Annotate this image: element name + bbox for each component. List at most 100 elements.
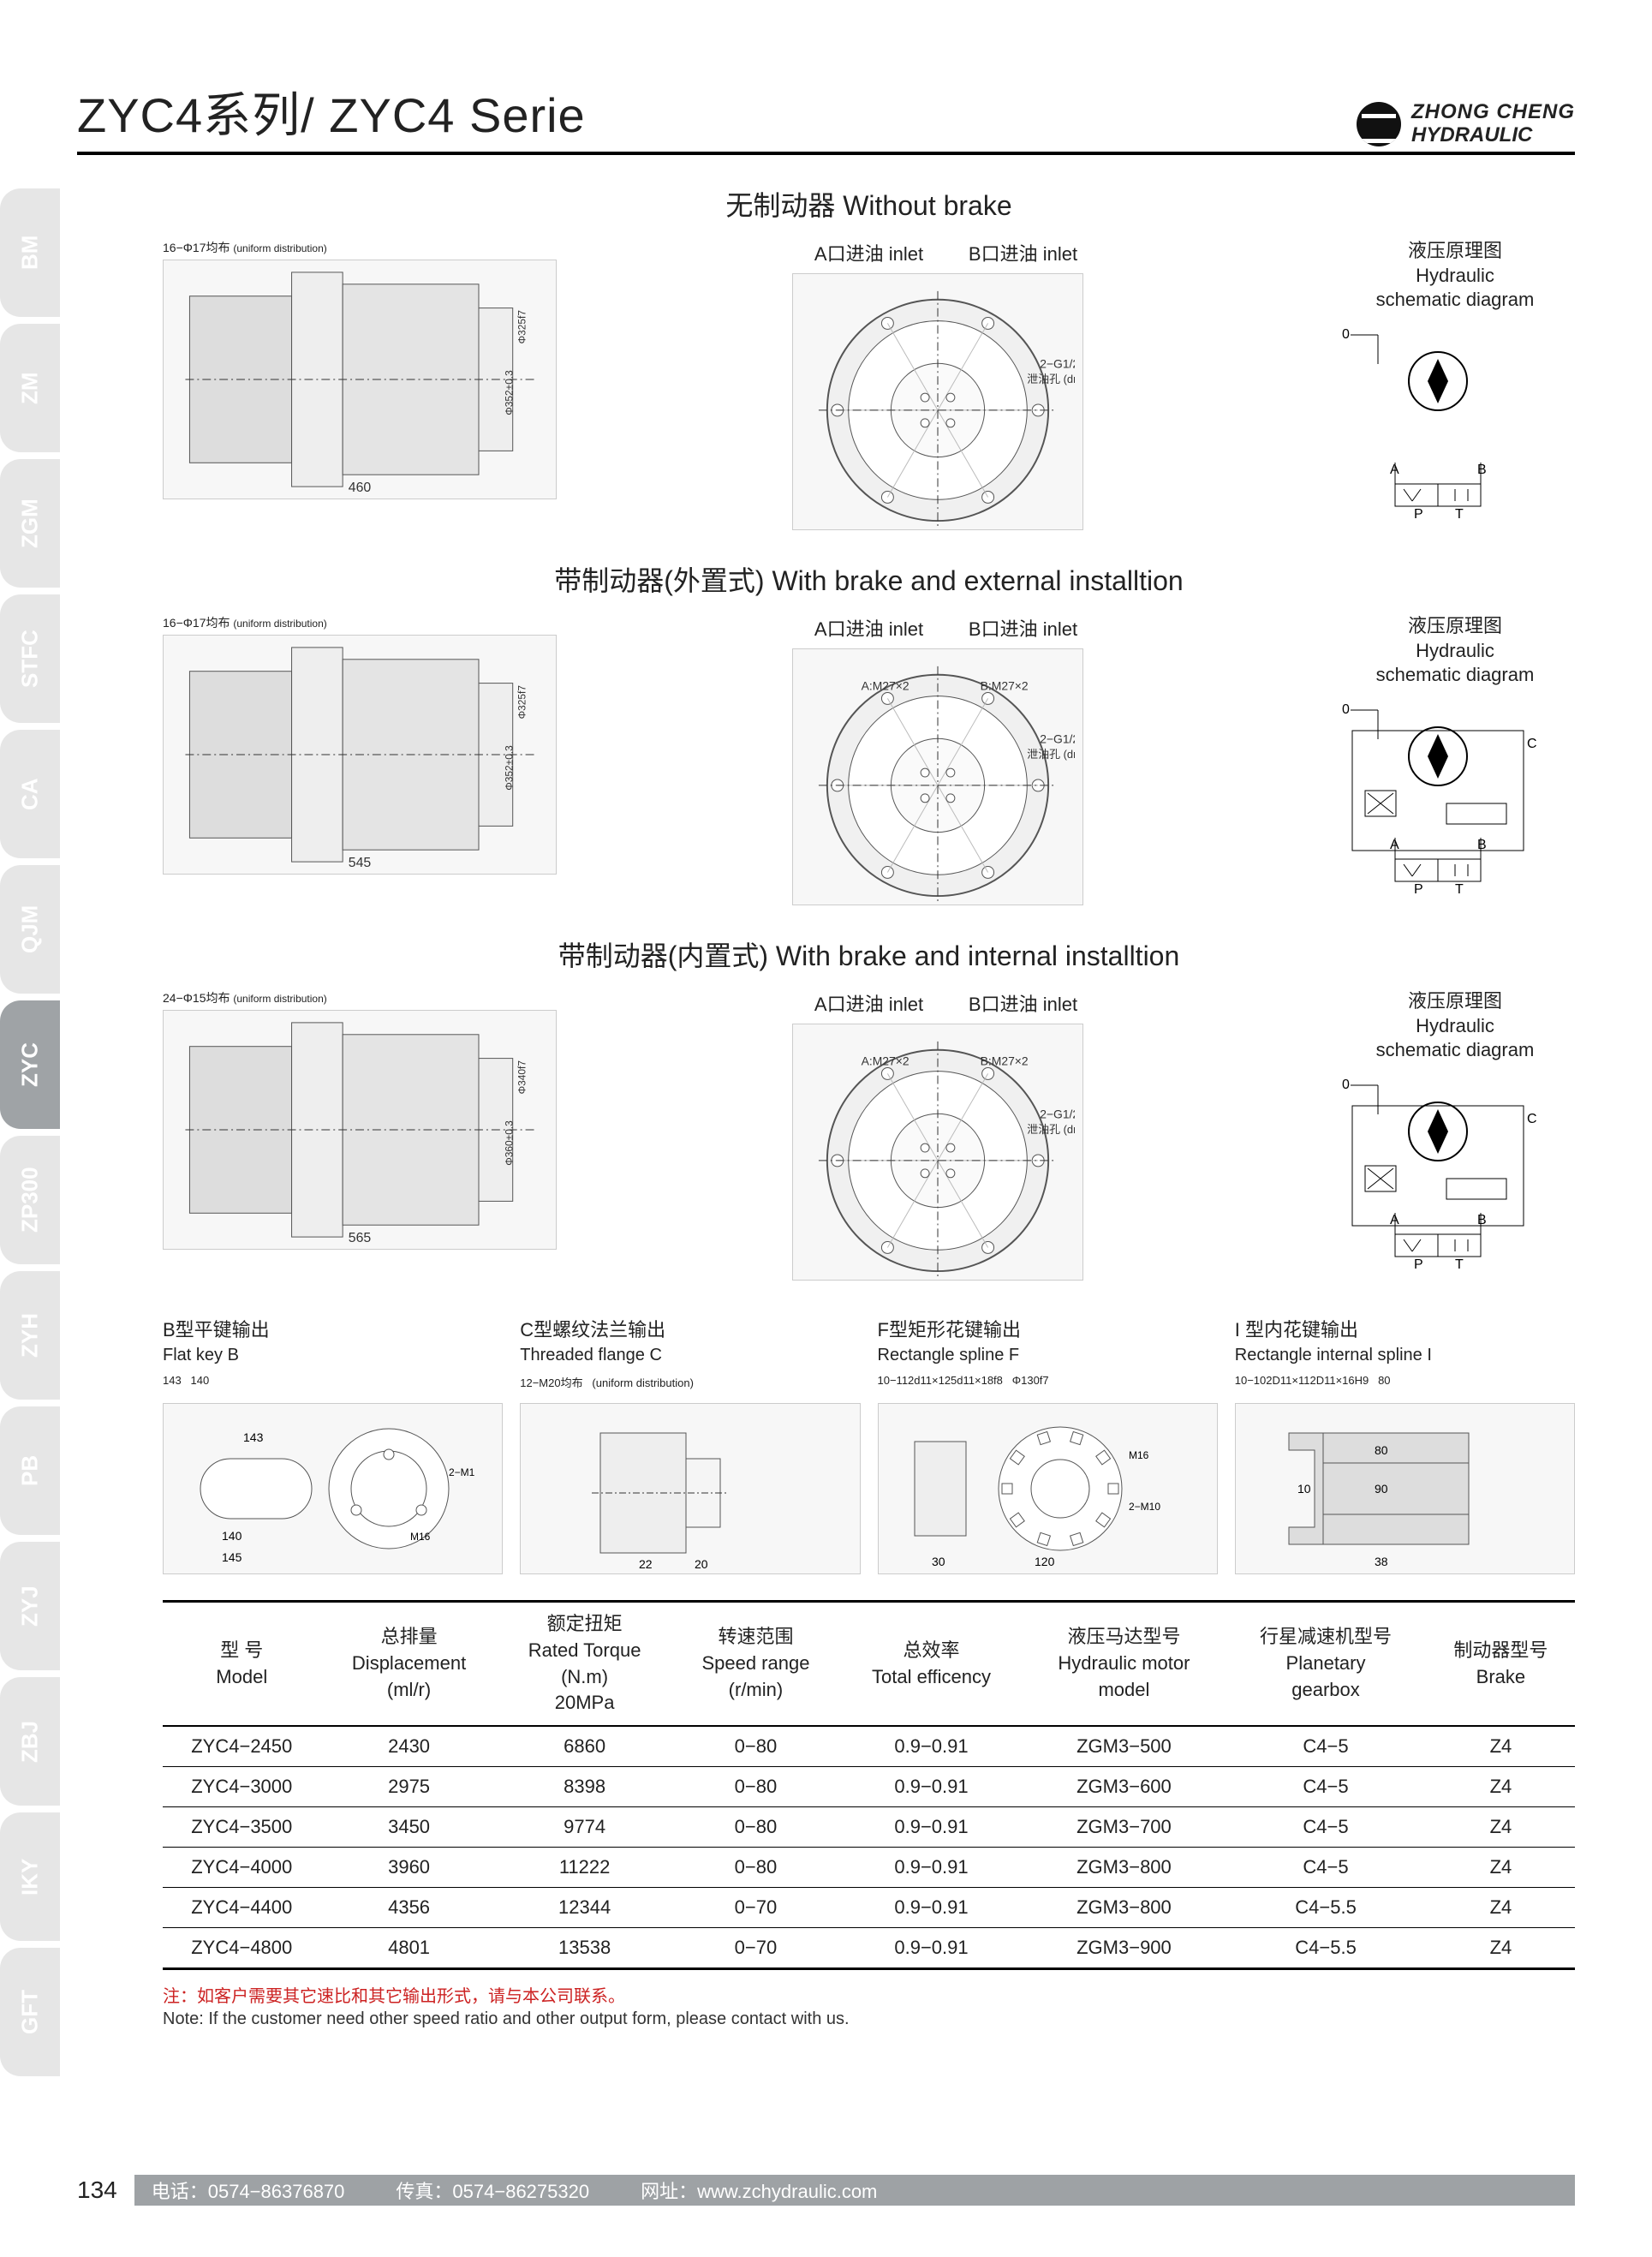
cell-0-2: 6860 [498, 1726, 672, 1767]
page-header: ZYC4系列/ ZYC4 Serie ZHONG CHENG HYDRAULIC [77, 77, 1575, 155]
svg-text:0: 0 [1342, 702, 1350, 717]
brand: ZHONG CHENG HYDRAULIC [1357, 101, 1575, 146]
cell-2-7: Z4 [1427, 1807, 1575, 1848]
cell-5-2: 13538 [498, 1928, 672, 1969]
output-cn-3: I 型内花键输出 [1235, 1315, 1575, 1342]
cell-1-5: ZGM3−600 [1023, 1767, 1226, 1807]
cell-5-3: 0−70 [672, 1928, 840, 1969]
side-tab-gft[interactable]: GFT [0, 1948, 60, 2076]
svg-text:B: B [1477, 838, 1487, 852]
svg-text:120: 120 [1035, 1555, 1055, 1568]
output-drawing-1: 22 20 [520, 1403, 860, 1574]
svg-text:M16: M16 [1129, 1449, 1149, 1461]
output-en-1: Threaded flange C [520, 1346, 860, 1365]
table-row: ZYC4−48004801135380−700.9−0.91ZGM3−900C4… [163, 1928, 1575, 1969]
side-tab-pb[interactable]: PB [0, 1406, 60, 1535]
svg-text:A:M27×2: A:M27×2 [861, 1054, 909, 1068]
svg-text:30: 30 [932, 1555, 945, 1568]
cell-4-6: C4−5.5 [1225, 1888, 1427, 1928]
svg-text:0: 0 [1342, 1078, 1350, 1092]
cell-2-2: 9774 [498, 1807, 672, 1848]
svg-text:P: P [1414, 507, 1423, 518]
footer-web: www.zchydraulic.com [697, 2181, 877, 2202]
cell-5-4: 0.9−0.91 [839, 1928, 1023, 1969]
svg-text:Φ325f7: Φ325f7 [516, 310, 528, 344]
page-title: ZYC4系列/ ZYC4 Serie [77, 77, 586, 146]
svg-text:Φ352±0.3: Φ352±0.3 [504, 745, 516, 791]
svg-text:泄油孔 (drain port): 泄油孔 (drain port) [1027, 373, 1075, 385]
svg-text:Φ360±0.3: Φ360±0.3 [504, 1120, 516, 1166]
output-notes-1: 12−M20均布 (uniform distribution) [520, 1374, 860, 1400]
side-tab-stfc[interactable]: STFC [0, 594, 60, 723]
svg-text:A: A [1390, 1213, 1399, 1227]
diagram-row-2: 24−Φ15均布 (uniform distribution) 565 Φ340… [163, 989, 1575, 1281]
cell-2-6: C4−5 [1225, 1807, 1427, 1848]
cell-4-0: ZYC4−4400 [163, 1888, 321, 1928]
cell-3-0: ZYC4−4000 [163, 1848, 321, 1888]
svg-text:泄油孔 (drain port): 泄油孔 (drain port) [1027, 1123, 1075, 1136]
col-0: 型 号Model [163, 1602, 321, 1727]
svg-text:460: 460 [349, 481, 372, 495]
svg-text:B: B [1477, 1213, 1487, 1227]
cell-2-5: ZGM3−700 [1023, 1807, 1226, 1848]
col-3: 转速范围Speed range(r/min) [672, 1602, 840, 1727]
svg-text:Φ325f7: Φ325f7 [516, 685, 528, 719]
svg-text:80: 80 [1375, 1443, 1388, 1457]
inlet-labels-2: A口进油 inletB口进油 inlet [792, 989, 1100, 1017]
cell-0-0: ZYC4−2450 [163, 1726, 321, 1767]
side-tab-zp300[interactable]: ZP300 [0, 1136, 60, 1264]
svg-text:2−G1/2": 2−G1/2" [1040, 356, 1075, 370]
side-tab-zyj[interactable]: ZYJ [0, 1542, 60, 1670]
side-tab-zgm[interactable]: ZGM [0, 459, 60, 588]
note-cn: 注：如客户需要其它速比和其它输出形式，请与本公司联系。 [163, 1982, 1575, 2007]
schematic-0: 0 A B P T [1335, 321, 1575, 522]
front-view-2: 2−G1/2" 泄油孔 (drain port) A:M27×2 B:M27×2 [792, 1024, 1083, 1281]
cell-4-4: 0.9−0.91 [839, 1888, 1023, 1928]
cell-3-4: 0.9−0.91 [839, 1848, 1023, 1888]
footer-web-label: 网址： [641, 2181, 697, 2202]
output-notes-3: 10−102D11×112D11×16H9 80 [1235, 1374, 1575, 1400]
output-col-0: B型平键输出 Flat key B 143 140 143 140 145 2−… [163, 1315, 503, 1574]
output-notes-0: 143 140 [163, 1374, 503, 1400]
side-tab-zm[interactable]: ZM [0, 324, 60, 452]
table-row: ZYC4−3000297583980−800.9−0.91ZGM3−600C4−… [163, 1767, 1575, 1807]
side-tab-qjm[interactable]: QJM [0, 865, 60, 994]
svg-text:0: 0 [1342, 327, 1350, 342]
svg-text:A: A [1390, 463, 1399, 477]
cell-0-4: 0.9−0.91 [839, 1726, 1023, 1767]
side-tab-zbj[interactable]: ZBJ [0, 1677, 60, 1806]
spec-table: 型 号Model总排量Displacement(ml/r)额定扭矩Rated T… [163, 1600, 1575, 1970]
side-view-1: 545 Φ325f7 Φ352±0.3 [163, 635, 557, 875]
svg-text:B:M27×2: B:M27×2 [980, 1054, 1028, 1068]
side-tab-bm[interactable]: BM [0, 188, 60, 317]
cell-3-2: 11222 [498, 1848, 672, 1888]
brand-line2: HYDRAULIC [1411, 124, 1575, 146]
output-cn-2: F型矩形花键输出 [878, 1315, 1218, 1342]
cell-2-4: 0.9−0.91 [839, 1807, 1023, 1848]
output-drawing-2: M16 2−M10 30 120 [878, 1403, 1218, 1574]
dist-note-1: 16−Φ17均布 (uniform distribution) [163, 614, 557, 631]
cell-2-3: 0−80 [672, 1807, 840, 1848]
side-tab-ca[interactable]: CA [0, 730, 60, 858]
side-tab-zyh[interactable]: ZYH [0, 1271, 60, 1400]
side-tab-zyc[interactable]: ZYC [0, 1000, 60, 1129]
svg-text:泄油孔 (drain port): 泄油孔 (drain port) [1027, 748, 1075, 761]
svg-text:2−G1/2": 2−G1/2" [1040, 1107, 1075, 1120]
svg-text:20: 20 [695, 1557, 708, 1570]
cell-4-3: 0−70 [672, 1888, 840, 1928]
svg-text:Φ352±0.3: Φ352±0.3 [504, 370, 516, 415]
side-tab-nav: BMZM ZGMSTFC CA QJMZYC ZP300 ZYHPB ZYJ ZBJIKY GF… [0, 188, 60, 2076]
cell-2-1: 3450 [321, 1807, 498, 1848]
table-row: ZYC4−40003960112220−800.9−0.91ZGM3−800C4… [163, 1848, 1575, 1888]
svg-text:22: 22 [639, 1557, 653, 1570]
output-en-3: Rectangle internal spline I [1235, 1346, 1575, 1365]
cell-0-5: ZGM3−500 [1023, 1726, 1226, 1767]
front-view-1: 2−G1/2" 泄油孔 (drain port) A:M27×2B:M27×2 [792, 648, 1083, 905]
section-title-2: 带制动器(内置式) With brake and internal instal… [163, 934, 1575, 974]
svg-text:P: P [1414, 1257, 1423, 1269]
footer-tel-label: 电话： [152, 2181, 208, 2202]
svg-text:B:M27×2: B:M27×2 [980, 679, 1028, 693]
svg-text:2−M10: 2−M10 [449, 1466, 474, 1478]
side-tab-iky[interactable]: IKY [0, 1812, 60, 1941]
col-5: 液压马达型号Hydraulic motormodel [1023, 1602, 1226, 1727]
